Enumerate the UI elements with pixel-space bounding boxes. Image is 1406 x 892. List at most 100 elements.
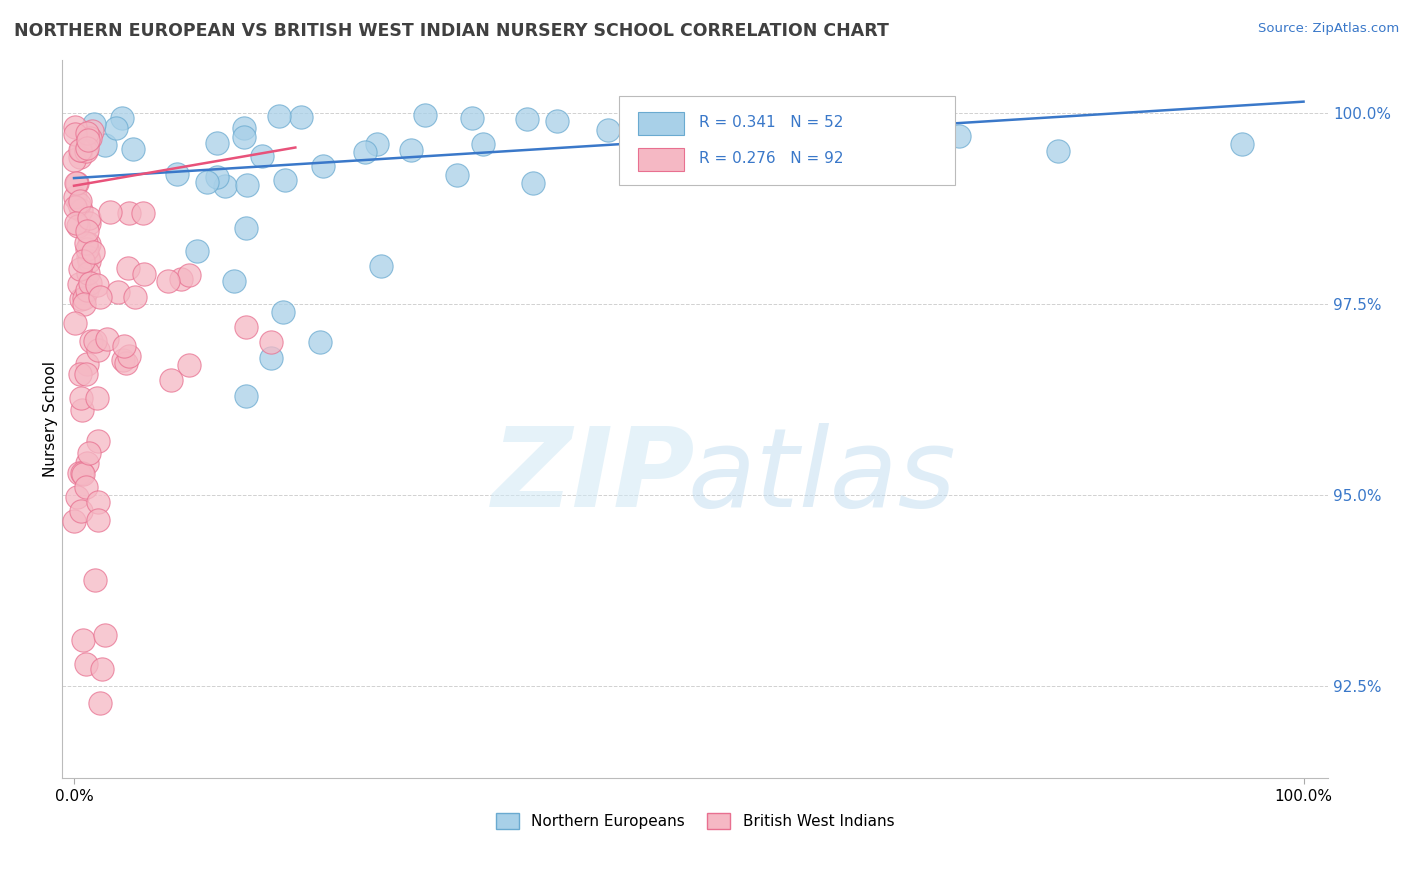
Point	[79, 130, 101, 145]
Point	[124, 290, 146, 304]
Point	[898, 136, 921, 151]
Point	[72, 467, 94, 481]
Point	[70, 202, 93, 217]
Point	[63, 190, 86, 204]
Point	[800, 121, 823, 136]
Point	[235, 220, 257, 235]
Point	[79, 215, 101, 229]
Point	[84, 573, 107, 587]
Point	[72, 253, 94, 268]
Point	[75, 479, 97, 493]
Point	[67, 197, 90, 211]
Point	[166, 167, 188, 181]
Point	[312, 159, 335, 173]
Point	[948, 129, 970, 144]
Point	[132, 267, 155, 281]
Point	[177, 358, 200, 372]
Point	[65, 216, 87, 230]
Point	[399, 143, 422, 157]
Point	[87, 343, 110, 357]
Point	[415, 108, 437, 122]
Point	[65, 176, 87, 190]
Legend: Northern Europeans, British West Indians: Northern Europeans, British West Indians	[489, 807, 900, 835]
Point	[1046, 145, 1069, 159]
Point	[80, 334, 103, 349]
Point	[214, 179, 236, 194]
Point	[89, 696, 111, 710]
Point	[83, 117, 105, 131]
Point	[63, 316, 86, 330]
Point	[516, 112, 538, 127]
Point	[522, 176, 544, 190]
Point	[69, 143, 91, 157]
Point	[290, 110, 312, 124]
Point	[70, 392, 93, 406]
Y-axis label: Nursery School: Nursery School	[44, 361, 58, 477]
Point	[273, 173, 295, 187]
Point	[233, 120, 256, 135]
Point	[75, 367, 97, 381]
Point	[69, 367, 91, 381]
Point	[111, 352, 134, 367]
Point	[76, 283, 98, 297]
Point	[98, 205, 121, 219]
Point	[1230, 136, 1253, 151]
Point	[235, 389, 257, 403]
Text: R = 0.341   N = 52: R = 0.341 N = 52	[699, 115, 844, 130]
Point	[354, 145, 377, 159]
Point	[82, 124, 104, 138]
Point	[79, 276, 101, 290]
Point	[83, 334, 105, 348]
Point	[66, 490, 89, 504]
Point	[77, 237, 100, 252]
Point	[76, 242, 98, 256]
Point	[260, 335, 283, 350]
Point	[72, 633, 94, 648]
Point	[205, 136, 228, 150]
Point	[65, 176, 87, 190]
Point	[112, 339, 135, 353]
Point	[233, 130, 256, 145]
Text: NORTHERN EUROPEAN VS BRITISH WEST INDIAN NURSERY SCHOOL CORRELATION CHART: NORTHERN EUROPEAN VS BRITISH WEST INDIAN…	[14, 22, 889, 40]
Point	[70, 466, 93, 480]
Point	[156, 274, 179, 288]
Point	[69, 194, 91, 209]
Point	[235, 320, 257, 334]
Text: atlas: atlas	[688, 423, 956, 530]
Point	[86, 391, 108, 405]
Point	[69, 466, 91, 480]
Point	[76, 456, 98, 470]
Point	[65, 200, 87, 214]
Point	[236, 178, 259, 192]
Point	[76, 126, 98, 140]
Point	[77, 445, 100, 459]
Point	[73, 297, 96, 311]
Point	[96, 332, 118, 346]
Point	[76, 141, 98, 155]
Point	[69, 293, 91, 307]
Point	[122, 142, 145, 156]
Point	[461, 111, 484, 125]
Point	[76, 225, 98, 239]
Point	[472, 136, 495, 151]
Point	[862, 145, 884, 159]
Text: Source: ZipAtlas.com: Source: ZipAtlas.com	[1258, 22, 1399, 36]
Point	[260, 351, 283, 365]
Point	[76, 357, 98, 371]
Point	[75, 657, 97, 671]
Point	[63, 153, 86, 167]
Point	[222, 274, 245, 288]
Point	[67, 277, 90, 291]
Point	[370, 259, 392, 273]
Point	[63, 514, 86, 528]
FancyBboxPatch shape	[638, 148, 683, 171]
Point	[77, 133, 100, 147]
Point	[117, 260, 139, 275]
FancyBboxPatch shape	[619, 95, 955, 186]
Point	[86, 277, 108, 292]
Point	[75, 236, 97, 251]
Point	[77, 267, 100, 281]
Point	[72, 403, 94, 417]
Point	[69, 150, 91, 164]
Point	[93, 138, 115, 153]
